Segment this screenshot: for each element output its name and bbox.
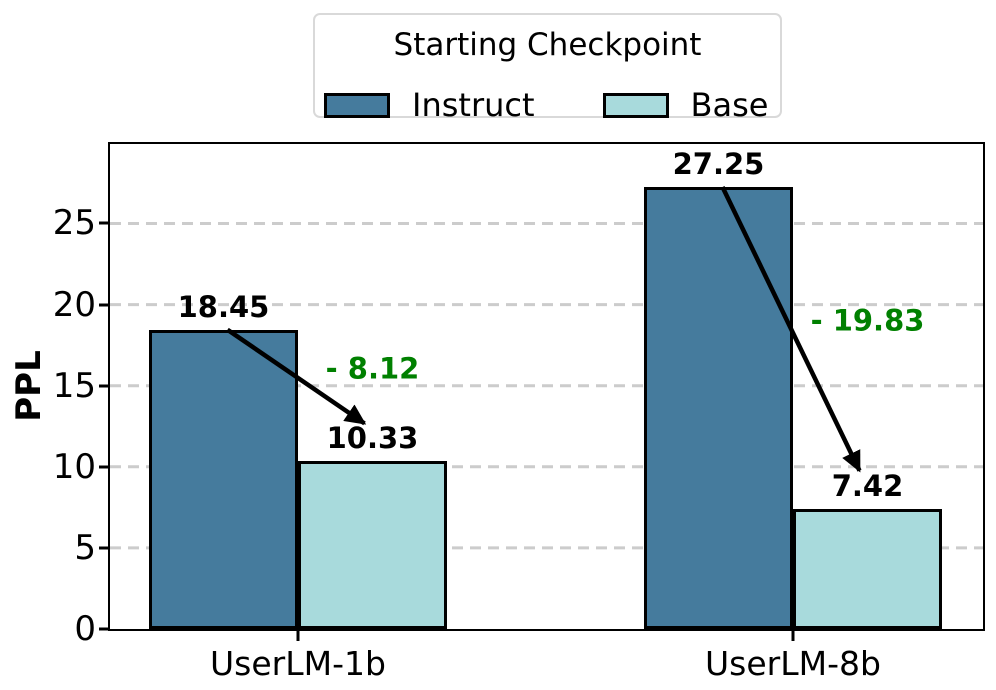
y-tick-label-20: 20 bbox=[52, 284, 96, 325]
legend-swatch-instruct bbox=[324, 92, 390, 118]
legend: Starting Checkpoint Instruct Base bbox=[313, 13, 782, 124]
x-tick-mark-userlm-1b bbox=[296, 631, 300, 641]
y-tick-mark-10 bbox=[99, 465, 108, 469]
bar-instruct-userlm-8b bbox=[644, 187, 793, 629]
legend-label-base: Base bbox=[690, 86, 769, 124]
y-tick-label-0: 0 bbox=[74, 609, 96, 649]
value-label-instruct-userlm-1b: 18.45 bbox=[177, 289, 270, 324]
legend-label-instruct: Instruct bbox=[412, 86, 535, 124]
x-tick-label-userlm-1b: UserLM-1b bbox=[210, 644, 386, 683]
y-tick-mark-20 bbox=[99, 303, 108, 307]
y-tick-label-5: 5 bbox=[74, 527, 96, 568]
y-tick-label-25: 25 bbox=[52, 203, 96, 244]
value-label-base-userlm-1b: 10.33 bbox=[326, 421, 419, 456]
y-axis: 0 5 10 15 20 25 bbox=[0, 144, 108, 649]
delta-label-userlm-1b: - 8.12 bbox=[325, 351, 420, 386]
legend-title: Starting Checkpoint bbox=[393, 27, 702, 63]
legend-swatch-base bbox=[602, 92, 669, 118]
legend-row: Instruct Base bbox=[324, 86, 768, 124]
bar-base-userlm-1b bbox=[298, 461, 447, 629]
y-tick-mark-25 bbox=[99, 221, 108, 225]
y-tick-mark-15 bbox=[99, 384, 108, 388]
delta-label-userlm-8b: - 19.83 bbox=[810, 303, 925, 338]
y-tick-label-15: 15 bbox=[52, 365, 96, 406]
bar-base-userlm-8b bbox=[793, 508, 942, 629]
x-tick-mark-userlm-8b bbox=[791, 631, 795, 641]
y-tick-mark-5 bbox=[99, 546, 108, 550]
bar-instruct-userlm-1b bbox=[149, 329, 298, 629]
y-tick-label-10: 10 bbox=[52, 446, 96, 487]
plot-area: 18.45 10.33 - 8.12 27.25 7.42 - 19.83 bbox=[108, 142, 985, 631]
y-tick-mark-0 bbox=[99, 627, 108, 631]
value-label-base-userlm-8b: 7.42 bbox=[831, 468, 904, 503]
value-label-instruct-userlm-8b: 27.25 bbox=[672, 147, 765, 181]
x-axis: UserLM-1b UserLM-8b bbox=[110, 631, 983, 690]
x-tick-label-userlm-8b: UserLM-8b bbox=[705, 644, 881, 683]
